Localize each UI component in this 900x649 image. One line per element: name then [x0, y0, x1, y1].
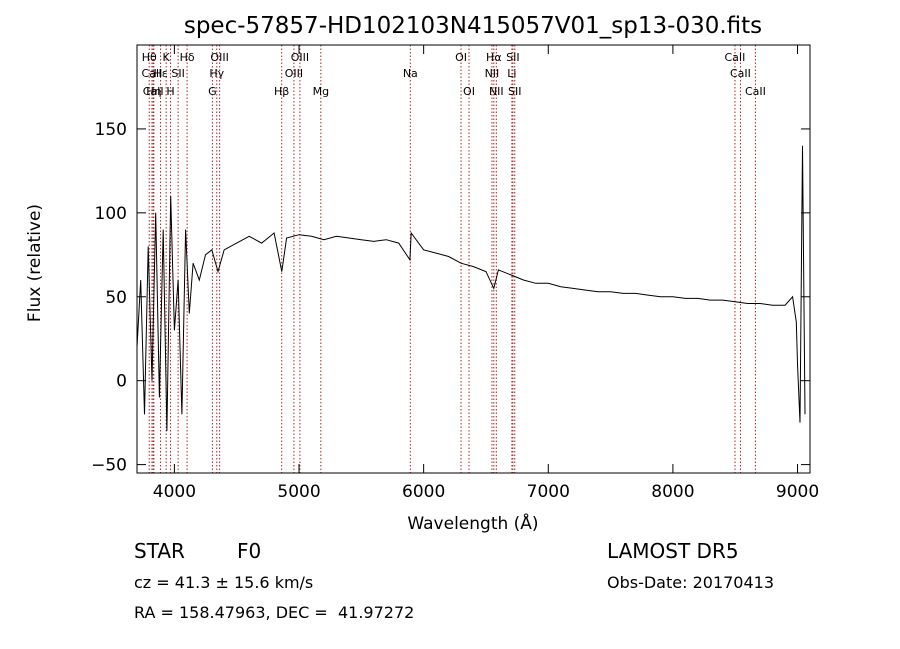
x-tick-label-0: 4000 — [153, 482, 196, 502]
line-marker-label-25: CaII — [725, 51, 746, 64]
y-tick-label-2: 50 — [105, 288, 127, 308]
x-tick-label-5: 9000 — [776, 482, 819, 502]
chart-title: spec-57857-HD102103N415057V01_sp13-030.f… — [184, 13, 762, 39]
x-tick-label-2: 6000 — [402, 482, 445, 502]
line-marker-label-21: NII — [489, 85, 504, 98]
obs-date: Obs-Date: 20170413 — [607, 573, 775, 592]
line-marker-label-1: CaII — [141, 67, 162, 80]
x-tick-label-1: 5000 — [277, 482, 320, 502]
line-marker-label-10: Hγ — [209, 67, 224, 80]
y-axis-label: Flux (relative) — [25, 204, 45, 322]
line-marker-label-14: OIII — [291, 51, 309, 64]
line-marker-label-23: Li — [507, 67, 516, 80]
line-marker-label-11: G — [208, 85, 217, 98]
line-marker-label-18: OI — [463, 85, 475, 98]
y-axis-ticks: −50 0 50 100 150 — [91, 120, 810, 476]
x-axis-label: Wavelength (Å) — [407, 512, 538, 534]
y-tick-label-0: −50 — [91, 456, 127, 476]
x-axis-ticks: 4000 5000 6000 7000 8000 9000 — [153, 45, 819, 502]
coordinates-text: RA = 158.47963, DEC = 41.97272 — [134, 603, 415, 622]
line-marker-label-26: CaII — [730, 67, 751, 80]
line-marker-label-22: SII — [506, 51, 519, 64]
line-marker-label-5: Hε — [153, 67, 167, 80]
line-marker-label-19: Hα — [486, 51, 502, 64]
line-marker-label-2: CaII — [143, 85, 164, 98]
spectrum-line — [136, 145, 806, 432]
line-marker-label-6: H — [166, 85, 174, 98]
x-tick-label-4: 8000 — [651, 482, 694, 502]
line-marker-label-0: Hθ — [142, 51, 157, 64]
line-marker-label-7: Hδ — [180, 51, 195, 64]
object-type: STAR — [134, 539, 185, 563]
line-marker-label-12: Hβ — [274, 85, 289, 98]
survey-name: LAMOST DR5 — [607, 539, 739, 563]
y-tick-label-1: 0 — [116, 372, 127, 392]
plot-frame — [136, 44, 811, 474]
line-marker-label-24: SII — [508, 85, 521, 98]
object-subclass: F0 — [237, 539, 262, 563]
line-marker-label-3: Hη — [146, 85, 161, 98]
line-marker-label-13: OIII — [285, 67, 303, 80]
redshift-text: cz = 41.3 ± 15.6 km/s — [134, 573, 314, 592]
line-marker-label-9: OIII — [210, 51, 228, 64]
line-marker-label-27: CaII — [745, 85, 766, 98]
line-marker-label-16: Na — [403, 67, 418, 80]
line-marker-label-17: OI — [455, 51, 467, 64]
line-marker-label-15: Mg — [313, 85, 329, 98]
line-marker-label-8: SII — [171, 67, 184, 80]
line-marker-label-20: NII — [485, 67, 500, 80]
line-marker-label-4: K — [163, 51, 171, 64]
y-tick-label-4: 150 — [95, 120, 127, 140]
line-markers — [148, 45, 756, 473]
x-tick-label-3: 7000 — [527, 482, 570, 502]
y-tick-label-3: 100 — [95, 204, 127, 224]
